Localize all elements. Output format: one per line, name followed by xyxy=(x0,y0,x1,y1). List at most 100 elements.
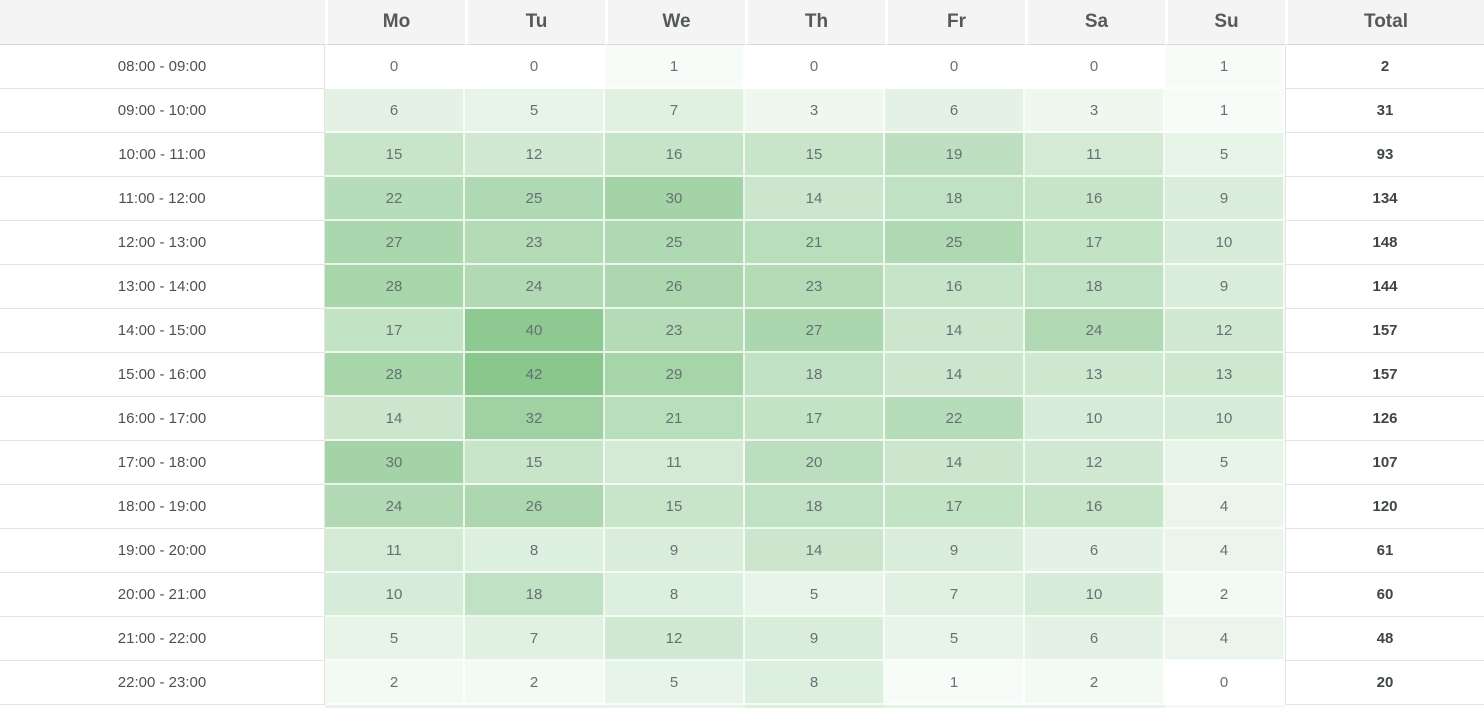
time-range-label: 11:00 - 12:00 xyxy=(0,177,325,221)
time-range-label: 14:00 - 15:00 xyxy=(0,309,325,353)
heat-cell-we: 26 xyxy=(605,265,745,309)
heat-cell-th: 23 xyxy=(745,265,885,309)
time-range-label: 20:00 - 21:00 xyxy=(0,573,325,617)
row-total: 148 xyxy=(1285,221,1484,265)
heat-cell-sa: 3 xyxy=(1025,89,1165,133)
heat-cell-we: 1 xyxy=(605,45,745,89)
row-total: 120 xyxy=(1285,485,1484,529)
heat-cell-mo: 15 xyxy=(325,133,465,177)
heat-cell-mo: 22 xyxy=(325,177,465,221)
heat-cell-sa: 16 xyxy=(1025,485,1165,529)
time-range-label: 13:00 - 14:00 xyxy=(0,265,325,309)
corner-cell xyxy=(0,0,325,45)
heat-cell-th: 18 xyxy=(745,353,885,397)
heat-cell-sa: 16 xyxy=(1025,177,1165,221)
day-header-tu: Tu xyxy=(465,0,605,45)
heat-cell-mo: 27 xyxy=(325,221,465,265)
time-range-label: 10:00 - 11:00 xyxy=(0,133,325,177)
time-range-label: 16:00 - 17:00 xyxy=(0,397,325,441)
heat-cell-th: 9 xyxy=(745,617,885,661)
heat-cell-sa: 11 xyxy=(1025,133,1165,177)
row-total: 157 xyxy=(1285,353,1484,397)
clipped-time-cell xyxy=(0,705,325,708)
heat-cell-we: 11 xyxy=(605,441,745,485)
heat-cell-mo: 17 xyxy=(325,309,465,353)
heat-cell-fr: 17 xyxy=(885,485,1025,529)
row-total: 61 xyxy=(1285,529,1484,573)
heat-cell-su: 4 xyxy=(1165,529,1285,573)
table-row: 14:00 - 15:00 17 40 23 27 14 24 12 157 xyxy=(0,309,1484,353)
heat-cell-fr: 14 xyxy=(885,441,1025,485)
heat-cell-tu: 15 xyxy=(465,441,605,485)
heat-cell-mo: 6 xyxy=(325,89,465,133)
clipped-cell xyxy=(325,705,465,708)
heat-cell-mo: 2 xyxy=(325,661,465,705)
heat-cell-fr: 22 xyxy=(885,397,1025,441)
table-row: 11:00 - 12:00 22 25 30 14 18 16 9 134 xyxy=(0,177,1484,221)
heat-cell-th: 14 xyxy=(745,177,885,221)
heat-cell-su: 4 xyxy=(1165,485,1285,529)
day-header-fr: Fr xyxy=(885,0,1025,45)
heat-cell-sa: 24 xyxy=(1025,309,1165,353)
heat-cell-we: 8 xyxy=(605,573,745,617)
heat-cell-tu: 7 xyxy=(465,617,605,661)
heat-cell-th: 15 xyxy=(745,133,885,177)
day-header-th: Th xyxy=(745,0,885,45)
row-total: 107 xyxy=(1285,441,1484,485)
clipped-cell xyxy=(465,705,605,708)
heat-cell-we: 16 xyxy=(605,133,745,177)
clipped-cell xyxy=(1025,705,1165,708)
heat-cell-sa: 10 xyxy=(1025,397,1165,441)
heat-cell-mo: 28 xyxy=(325,353,465,397)
heat-cell-mo: 28 xyxy=(325,265,465,309)
header-row: Mo Tu We Th Fr Sa Su Total xyxy=(0,0,1484,45)
table-row: 09:00 - 10:00 6 5 7 3 6 3 1 31 xyxy=(0,89,1484,133)
heat-cell-tu: 2 xyxy=(465,661,605,705)
heat-cell-we: 9 xyxy=(605,529,745,573)
table-row: 22:00 - 23:00 2 2 5 8 1 2 0 20 xyxy=(0,661,1484,705)
heat-cell-su: 5 xyxy=(1165,441,1285,485)
heat-cell-mo: 14 xyxy=(325,397,465,441)
row-total: 31 xyxy=(1285,89,1484,133)
heat-cell-su: 1 xyxy=(1165,45,1285,89)
clipped-cell xyxy=(1165,705,1285,708)
heat-cell-tu: 32 xyxy=(465,397,605,441)
table-row: 21:00 - 22:00 5 7 12 9 5 6 4 48 xyxy=(0,617,1484,661)
heat-cell-sa: 17 xyxy=(1025,221,1165,265)
row-total: 48 xyxy=(1285,617,1484,661)
table-row: 15:00 - 16:00 28 42 29 18 14 13 13 157 xyxy=(0,353,1484,397)
heat-cell-mo: 11 xyxy=(325,529,465,573)
heat-cell-sa: 18 xyxy=(1025,265,1165,309)
heat-cell-we: 30 xyxy=(605,177,745,221)
clipped-cell xyxy=(745,705,885,708)
row-total: 144 xyxy=(1285,265,1484,309)
time-range-label: 09:00 - 10:00 xyxy=(0,89,325,133)
heat-cell-su: 13 xyxy=(1165,353,1285,397)
table-row: 10:00 - 11:00 15 12 16 15 19 11 5 93 xyxy=(0,133,1484,177)
heat-cell-fr: 14 xyxy=(885,353,1025,397)
table-row: 20:00 - 21:00 10 18 8 5 7 10 2 60 xyxy=(0,573,1484,617)
day-header-su: Su xyxy=(1165,0,1285,45)
heat-cell-fr: 19 xyxy=(885,133,1025,177)
heat-cell-th: 18 xyxy=(745,485,885,529)
row-total: 20 xyxy=(1285,661,1484,705)
heat-cell-tu: 5 xyxy=(465,89,605,133)
row-total: 93 xyxy=(1285,133,1484,177)
heat-cell-fr: 14 xyxy=(885,309,1025,353)
time-range-label: 12:00 - 13:00 xyxy=(0,221,325,265)
heat-cell-tu: 40 xyxy=(465,309,605,353)
clipped-partial-row xyxy=(0,705,1484,708)
heat-cell-sa: 12 xyxy=(1025,441,1165,485)
heat-cell-fr: 6 xyxy=(885,89,1025,133)
heat-cell-tu: 12 xyxy=(465,133,605,177)
total-header: Total xyxy=(1285,0,1484,45)
clipped-cell xyxy=(885,705,1025,708)
day-header-we: We xyxy=(605,0,745,45)
heat-cell-su: 2 xyxy=(1165,573,1285,617)
heat-cell-tu: 24 xyxy=(465,265,605,309)
heat-cell-su: 0 xyxy=(1165,661,1285,705)
heat-cell-fr: 18 xyxy=(885,177,1025,221)
heat-cell-we: 29 xyxy=(605,353,745,397)
time-range-label: 17:00 - 18:00 xyxy=(0,441,325,485)
